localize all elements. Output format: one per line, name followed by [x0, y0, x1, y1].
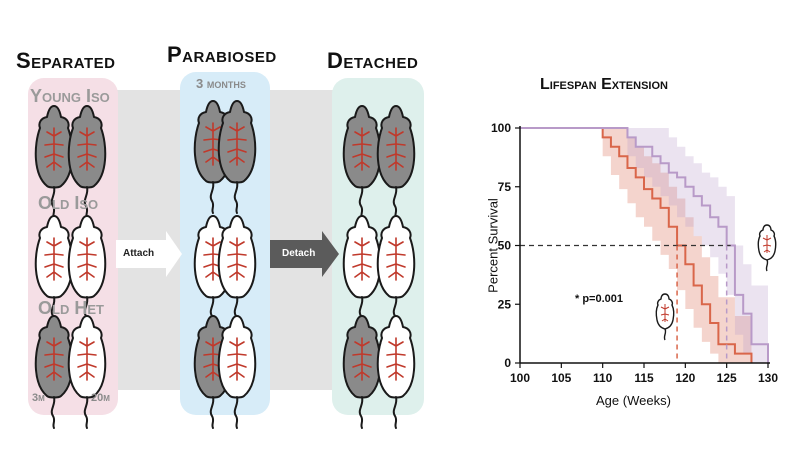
old-mouse-icon-median	[655, 293, 675, 341]
age-label-young: 3m	[32, 392, 45, 404]
y-tick-label: 50	[498, 239, 512, 253]
chart-title: Lifespan Extension	[540, 76, 668, 93]
separated-title: Separated	[16, 48, 116, 73]
x-tick-label: 100	[510, 371, 530, 385]
y-tick-label: 0	[504, 356, 511, 370]
y-tick-label: 75	[498, 180, 512, 194]
chart-annotation: * p=0.001	[575, 293, 624, 305]
x-axis-label: Age (Weeks)	[596, 393, 671, 408]
ci-band-series-1	[520, 128, 752, 363]
old-mouse-icon-extended	[757, 224, 777, 272]
x-tick-label: 130	[758, 371, 778, 385]
x-tick-label: 110	[593, 371, 613, 385]
detach-label: Detach	[282, 248, 316, 259]
detached-title: Detached	[327, 48, 419, 73]
survival-line-series-2	[520, 127, 769, 363]
x-tick-label: 105	[551, 371, 571, 385]
ci-band-series-2	[520, 128, 768, 363]
age-label-old: 20m	[91, 392, 110, 404]
parabiosed-duration: 3 months	[196, 76, 246, 91]
row-label-old-iso: Old Iso	[38, 193, 99, 213]
row-label-young-iso: Young Iso	[30, 86, 110, 106]
y-axis-label: Percent Survival	[485, 198, 501, 293]
x-tick-label: 120	[675, 371, 695, 385]
x-tick-label: 125	[717, 371, 737, 385]
row-label-old-het: Old Het	[38, 298, 104, 318]
y-tick-label: 25	[498, 297, 512, 311]
survival-line-series-1	[520, 127, 753, 363]
x-tick-label: 115	[634, 371, 654, 385]
y-tick-label: 100	[491, 121, 511, 135]
attach-arrow	[116, 231, 182, 277]
detach-arrow	[270, 231, 339, 277]
diagram-canvas	[28, 72, 424, 429]
attach-label: Attach	[123, 248, 155, 259]
parabiosed-title: Parabiosed	[167, 42, 277, 67]
survival-chart: 100 105 110 115 120 125 130 0 25 50 75 100	[491, 121, 778, 385]
